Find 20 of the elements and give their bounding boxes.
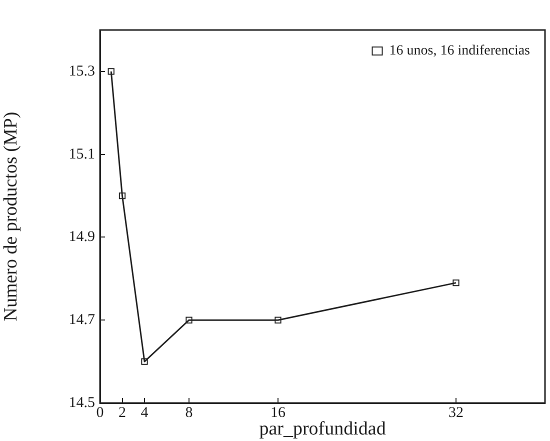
legend-label: 16 unos, 16 indiferencias <box>389 44 530 59</box>
point <box>274 316 282 324</box>
y-tick-label: 15.1 <box>68 146 95 162</box>
x-tick-label: 2 <box>118 404 126 421</box>
x-tick-label: 32 <box>448 404 464 421</box>
y-tick-label: 14.5 <box>68 394 95 411</box>
point <box>141 358 148 365</box>
point <box>186 316 192 324</box>
y-tick-label: 14.7 <box>68 312 96 328</box>
x-tick-label: 8 <box>185 404 193 421</box>
x-axis-title: par_profundidad <box>259 418 386 440</box>
x-tick-label: 4 <box>140 404 149 421</box>
x-tick-label: 16 <box>270 404 286 421</box>
point <box>118 192 126 200</box>
y-tick-label: 14.9 <box>68 229 95 246</box>
x-tick-label: 0 <box>96 404 104 421</box>
point <box>452 279 460 286</box>
point <box>108 68 114 75</box>
y-axis-title: Numero de productos (MP) <box>0 112 22 322</box>
y-tick-label: 15.3 <box>68 63 95 80</box>
